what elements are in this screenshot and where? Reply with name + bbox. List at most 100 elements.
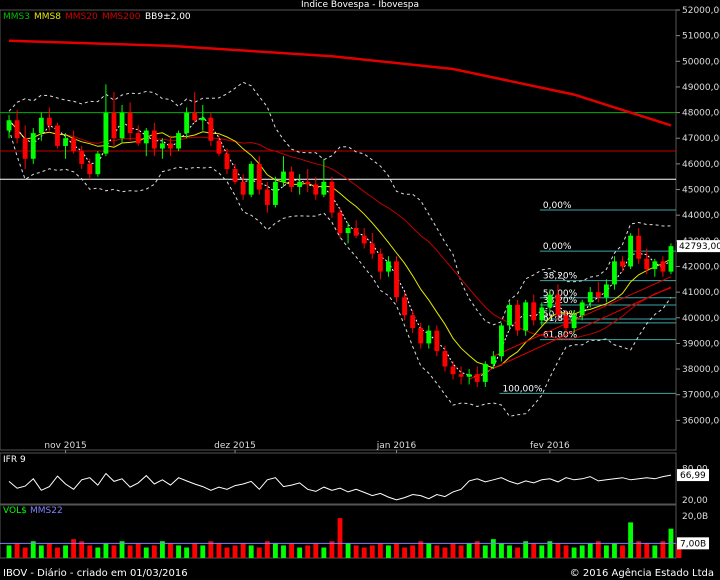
candle — [313, 184, 319, 195]
bollinger-lower — [8, 129, 672, 417]
ifr-tick-label: 66,99 — [680, 471, 706, 481]
candle — [208, 117, 214, 141]
volume-bar — [176, 545, 181, 558]
y-tick-label: 40000,00 — [682, 314, 720, 324]
trendline — [468, 286, 672, 380]
volume-bar — [159, 541, 165, 558]
volume-bar — [555, 543, 561, 558]
y-tick-label: 46000,00 — [682, 160, 720, 170]
volume-bar — [579, 545, 585, 558]
candle — [176, 133, 181, 149]
y-tick-label: 48000,00 — [682, 109, 720, 119]
volume-bar — [660, 541, 666, 558]
volume-bar — [345, 543, 351, 558]
volume-bar — [151, 545, 157, 558]
volume-bar — [620, 545, 625, 558]
candle — [531, 302, 537, 321]
candle — [644, 258, 650, 270]
candle — [6, 120, 12, 131]
y-tick-label: 42000,00 — [682, 262, 720, 272]
legend-mms20: MMS20 — [65, 12, 98, 22]
candle — [547, 294, 553, 308]
volume-bar — [450, 543, 456, 558]
sma8-line — [8, 119, 672, 369]
candle — [14, 120, 20, 139]
volume-bar — [240, 543, 246, 558]
volume-bar — [474, 541, 480, 558]
x-tick-label: dez 2015 — [214, 441, 256, 451]
last-price-box — [677, 240, 720, 253]
y-tick-label: 39000,00 — [682, 339, 720, 349]
candle — [386, 261, 391, 272]
volume-bar — [676, 543, 682, 558]
candle — [240, 181, 246, 195]
footer-copyright: © 2016 Agência Estado Ltda — [569, 568, 714, 579]
volume-bar — [563, 545, 569, 558]
volume-bar — [184, 547, 190, 558]
y-tick-label: 41000,00 — [682, 288, 720, 298]
volume-bar — [442, 547, 448, 558]
volume-bar — [595, 541, 601, 558]
volume-bar — [55, 547, 60, 558]
volume-bar — [135, 543, 141, 558]
candle — [660, 261, 666, 272]
candle — [111, 112, 117, 139]
candle — [652, 261, 658, 270]
volume-bar — [79, 541, 85, 558]
sma200-line — [8, 39, 672, 127]
candle — [571, 315, 577, 329]
candle — [305, 181, 311, 185]
candle — [46, 117, 52, 126]
volume-bar — [22, 547, 28, 558]
volume-bar — [482, 545, 488, 558]
candle — [539, 307, 545, 321]
legend-mms3: MMS3 — [3, 12, 30, 22]
volume-bar — [434, 545, 440, 558]
candle — [523, 302, 529, 331]
candle — [273, 181, 278, 205]
legend-mms200: MMS200 — [102, 12, 141, 22]
candle — [402, 297, 407, 316]
candle — [450, 366, 456, 375]
y-tick-label: 38000,00 — [682, 365, 720, 375]
legend-mms8: MMS8 — [34, 12, 61, 22]
volume-bar — [71, 539, 77, 558]
y-tick-label: 37000,00 — [682, 391, 720, 401]
candle — [628, 235, 634, 267]
candle — [579, 302, 585, 316]
volume-bar — [224, 547, 230, 558]
volume-bar — [394, 543, 399, 558]
candle — [620, 261, 625, 267]
candle — [103, 112, 109, 154]
volume-ma-label: MMS22 — [30, 506, 63, 516]
volume-bar — [248, 545, 254, 558]
candle — [297, 181, 303, 187]
candle — [377, 253, 383, 272]
volume-bar — [571, 547, 577, 558]
y-tick-label: 52000,00 — [682, 6, 720, 16]
candle — [329, 181, 335, 213]
volume-bar — [652, 545, 658, 558]
ifr-last-box — [677, 469, 709, 482]
volume-bar — [531, 543, 537, 558]
volume-bar — [612, 543, 617, 558]
x-tick-label: jan 2016 — [376, 441, 417, 451]
volume-tick-label: 7,00B — [680, 539, 706, 549]
candle — [38, 117, 44, 134]
y-tick-label: 45000,00 — [682, 186, 720, 196]
candle — [466, 374, 472, 377]
candle — [200, 117, 206, 121]
fibonacci-label: 61,80% — [543, 314, 578, 324]
candle — [555, 294, 561, 316]
volume-bar — [297, 547, 303, 558]
volume-bar — [6, 545, 12, 558]
candle — [490, 356, 496, 364]
volume-bar — [515, 547, 521, 558]
x-tick-label: fev 2016 — [530, 441, 570, 451]
volume-bar — [264, 541, 270, 558]
candle — [264, 189, 270, 205]
y-tick-label: 47000,00 — [682, 134, 720, 144]
candle — [482, 363, 488, 382]
volume-bar — [337, 518, 343, 558]
